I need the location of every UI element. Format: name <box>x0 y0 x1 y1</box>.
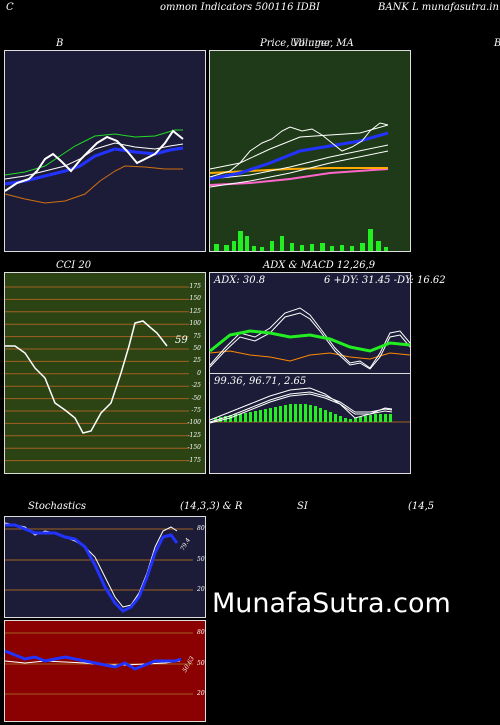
panel-rsi-title: SI <box>297 501 308 512</box>
adx-dy-values: 6 +DY: 31.45 -DY: 16.62 <box>324 275 446 286</box>
cci-tick-label: 150 <box>189 295 201 303</box>
volume-bars <box>214 229 388 251</box>
watermark: MunafaSutra.com <box>212 588 451 619</box>
cci-tick-label: -150 <box>187 444 201 452</box>
panel-cci-chart <box>5 286 189 462</box>
stoch-tick-20: 20 <box>197 586 205 593</box>
stoch-tick-50: 50 <box>197 556 205 563</box>
panel-adx-chart <box>209 307 411 370</box>
panel-b <box>4 50 206 252</box>
panel-price-chart <box>209 122 389 251</box>
cci-tick-label: 175 <box>189 283 201 290</box>
cci-tick-label: -25 <box>191 382 201 390</box>
panel-stoch-params: (14,3,3) & R <box>180 501 243 512</box>
rsi-tick-50: 50 <box>197 660 205 667</box>
panel-adx-title: ADX & MACD 12,26,9 <box>263 260 376 271</box>
cci-last-value: 59 <box>175 335 188 346</box>
panel-adx: ADX: 30.8 6 +DY: 31.45 -DY: 16.62 <box>209 272 446 374</box>
cci-tick-label: -100 <box>187 419 201 427</box>
panel-b-title: B <box>56 38 64 49</box>
cci-tick-label: -50 <box>191 394 201 402</box>
header-title: ommon Indicators 500116 IDBI <box>160 2 320 13</box>
cci-tick-label: 100 <box>189 320 201 328</box>
stoch-tick-80: 80 <box>197 525 205 532</box>
cci-tick-label: 0 <box>197 369 201 377</box>
panel-cci-title: CCI 20 <box>56 260 92 271</box>
cci-tick-label: 50 <box>193 345 201 352</box>
panel-rsi: 80 50 20 50.63 <box>4 620 206 722</box>
header-site: BANK L munafasutra.in <box>378 2 499 13</box>
panel-price-title: Price, Volume, MA <box>260 38 354 49</box>
macd-histogram <box>214 404 392 422</box>
adx-value: ADX: 30.8 <box>214 275 266 286</box>
panel-macd-chart <box>209 387 410 424</box>
rsi-tick-20: 20 <box>197 690 205 697</box>
cci-tick-label: 75 <box>193 332 201 340</box>
cci-tick-label: -125 <box>187 431 201 439</box>
panel-stoch-chart <box>4 522 193 613</box>
rsi-tick-80: 80 <box>197 629 205 636</box>
panel-price-overlay: Ullinger <box>290 38 332 49</box>
panel-rsi-params: (14,5 <box>408 501 435 512</box>
panel-stoch: 80 50 20 79.4 <box>4 516 206 618</box>
panel-macd: 99.36, 96.71, 2.65 <box>209 373 411 474</box>
panel-cci: 175 150 125 100 75 50 25 0 -25 -50 -75 -100 -125 -150… <box>4 272 206 474</box>
cci-tick-label: -75 <box>191 407 201 414</box>
panel-stoch-title: Stochastics <box>28 501 86 512</box>
macd-values: 99.36, 96.71, 2.65 <box>214 376 307 387</box>
cci-tick-label: -175 <box>187 456 201 464</box>
panel-price <box>209 50 411 252</box>
header-c: C <box>6 2 14 13</box>
cci-tick-label: 25 <box>193 357 201 365</box>
cci-tick-label: 125 <box>189 307 201 315</box>
panel-rsi-chart <box>4 632 193 695</box>
panel-price-edge: B <box>494 38 500 49</box>
panel-b-chart <box>4 129 184 204</box>
